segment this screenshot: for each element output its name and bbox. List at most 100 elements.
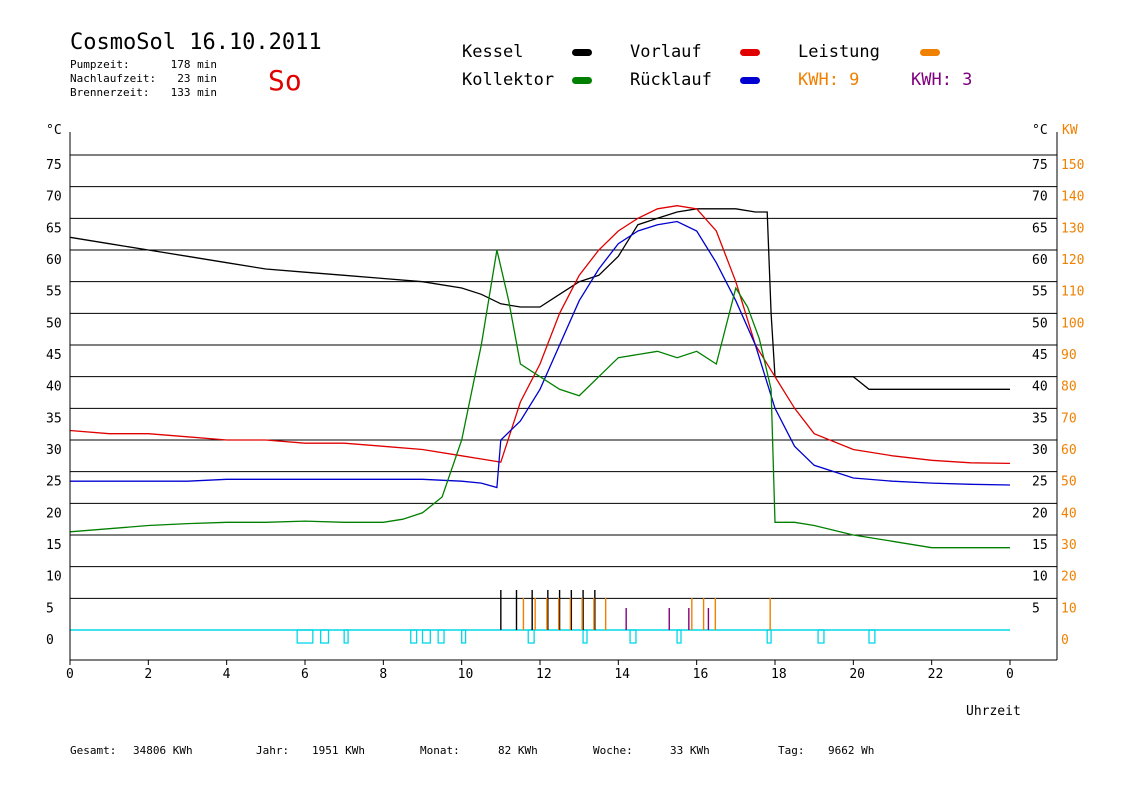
power-tick-10: 10 xyxy=(1061,601,1077,616)
power-tick-40: 40 xyxy=(1061,506,1077,521)
stat-label-nachlaufzeit: Nachlaufzeit: xyxy=(70,72,157,85)
legend-swatch-kollektor xyxy=(572,77,592,84)
y-tick-left-10: 10 xyxy=(46,570,62,585)
y-tick-right-5: 5 xyxy=(1032,601,1040,616)
power-tick-30: 30 xyxy=(1061,538,1077,553)
pump-marker-5 xyxy=(437,629,445,644)
x-tick-4: 8 xyxy=(379,667,387,682)
legend-swatch-kessel xyxy=(572,49,592,56)
y-tick-right-10: 10 xyxy=(1032,570,1048,585)
x-tick-11: 22 xyxy=(928,667,944,682)
stat-value-nachlaufzeit: 23 min xyxy=(177,72,217,85)
pump-marker-7 xyxy=(527,629,535,644)
legend-label-vorlauf: Vorlauf xyxy=(630,42,702,62)
y-axis-unit-power: KW xyxy=(1062,123,1078,138)
y-tick-left-0: 0 xyxy=(46,633,54,648)
power-tick-140: 140 xyxy=(1061,190,1084,205)
power-tick-100: 100 xyxy=(1061,316,1084,331)
footer-woche-value: 33 KWh xyxy=(670,744,710,757)
legend-label-leistung: Leistung xyxy=(798,42,880,62)
footer-tag-label: Tag: xyxy=(778,744,805,757)
x-tick-5: 10 xyxy=(458,667,474,682)
chart-title: CosmoSol 16.10.2011 xyxy=(70,30,322,55)
power-tick-50: 50 xyxy=(1061,475,1077,490)
pump-marker-6 xyxy=(461,629,467,644)
legend-kwh-secondary: KWH: 3 xyxy=(911,70,973,90)
footer-jahr-value: 1951 KWh xyxy=(312,744,365,757)
x-tick-9: 18 xyxy=(771,667,787,682)
x-tick-2: 4 xyxy=(223,667,231,682)
y-tick-left-75: 75 xyxy=(46,158,62,173)
grid-layer xyxy=(70,154,1057,599)
y-tick-right-35: 35 xyxy=(1032,411,1048,426)
y-tick-right-45: 45 xyxy=(1032,348,1048,363)
power-tick-110: 110 xyxy=(1061,285,1084,300)
y-tick-left-15: 15 xyxy=(46,538,62,553)
stat-value-pumpzeit: 178 min xyxy=(170,58,217,71)
y-tick-left-60: 60 xyxy=(46,253,62,268)
y-tick-right-15: 15 xyxy=(1032,538,1048,553)
footer-monat-label: Monat: xyxy=(420,744,460,757)
power-tick-80: 80 xyxy=(1061,380,1077,395)
pump-marker-3 xyxy=(410,629,418,644)
power-tick-70: 70 xyxy=(1061,411,1077,426)
pump-marker-13 xyxy=(868,629,876,644)
series-layer xyxy=(69,205,1011,549)
y-tick-left-30: 30 xyxy=(46,443,62,458)
footer-gesamt-value: 34806 KWh xyxy=(133,744,193,757)
legend-label-kessel: Kessel xyxy=(462,42,524,62)
series-line-kessel xyxy=(69,208,1010,390)
y-tick-right-25: 25 xyxy=(1032,475,1048,490)
y-tick-left-5: 5 xyxy=(46,601,54,616)
y-tick-left-25: 25 xyxy=(46,475,62,490)
x-tick-1: 2 xyxy=(144,667,152,682)
footer-gesamt-label: Gesamt: xyxy=(70,744,117,757)
pump-marker-12 xyxy=(817,629,825,644)
power-tick-20: 20 xyxy=(1061,570,1077,585)
footer-jahr-label: Jahr: xyxy=(256,744,290,757)
pump-marker-10 xyxy=(676,629,682,644)
x-tick-6: 12 xyxy=(536,667,552,682)
x-tick-10: 20 xyxy=(849,667,865,682)
y-axis-unit-left: °C xyxy=(46,123,62,138)
y-tick-left-65: 65 xyxy=(46,221,62,236)
pump-marker-layer xyxy=(70,629,1010,644)
power-tick-90: 90 xyxy=(1061,348,1077,363)
power-tick-130: 130 xyxy=(1061,221,1084,236)
stat-label-brennerzeit: Brennerzeit: xyxy=(70,86,150,99)
stat-label-pumpzeit: Pumpzeit: xyxy=(70,58,130,71)
x-tick-8: 16 xyxy=(693,667,709,682)
x-tick-3: 6 xyxy=(301,667,309,682)
y-tick-left-20: 20 xyxy=(46,506,62,521)
pump-marker-4 xyxy=(421,629,431,644)
y-tick-left-70: 70 xyxy=(46,190,62,205)
series-line-kollektor xyxy=(69,249,1010,549)
y-tick-right-70: 70 xyxy=(1032,190,1048,205)
y-tick-right-75: 75 xyxy=(1032,158,1048,173)
y-tick-right-20: 20 xyxy=(1032,506,1048,521)
y-tick-left-40: 40 xyxy=(46,380,62,395)
x-axis-label: Uhrzeit xyxy=(966,704,1021,719)
legend-label-kollektor: Kollektor xyxy=(462,70,555,90)
footer-tag-value: 9662 Wh xyxy=(828,744,875,757)
y-tick-right-65: 65 xyxy=(1032,221,1048,236)
x-tick-0: 0 xyxy=(66,667,74,682)
power-tick-120: 120 xyxy=(1061,253,1084,268)
y-tick-left-50: 50 xyxy=(46,316,62,331)
pump-marker-9 xyxy=(629,629,637,644)
pulse-layer xyxy=(500,590,771,630)
legend-label-ruecklauf: Rücklauf xyxy=(630,70,712,90)
series-line-vorlauf xyxy=(69,205,1011,465)
pump-marker-0 xyxy=(296,629,314,644)
y-tick-right-50: 50 xyxy=(1032,316,1048,331)
weekday-label: So xyxy=(268,64,302,97)
legend-swatch-ruecklauf xyxy=(740,77,760,84)
y-tick-left-55: 55 xyxy=(46,285,62,300)
x-tick-12: 0 xyxy=(1006,667,1014,682)
power-tick-60: 60 xyxy=(1061,443,1077,458)
pump-marker-1 xyxy=(320,629,330,644)
legend-kwh-leistung: KWH: 9 xyxy=(798,70,860,90)
y-tick-right-40: 40 xyxy=(1032,380,1048,395)
